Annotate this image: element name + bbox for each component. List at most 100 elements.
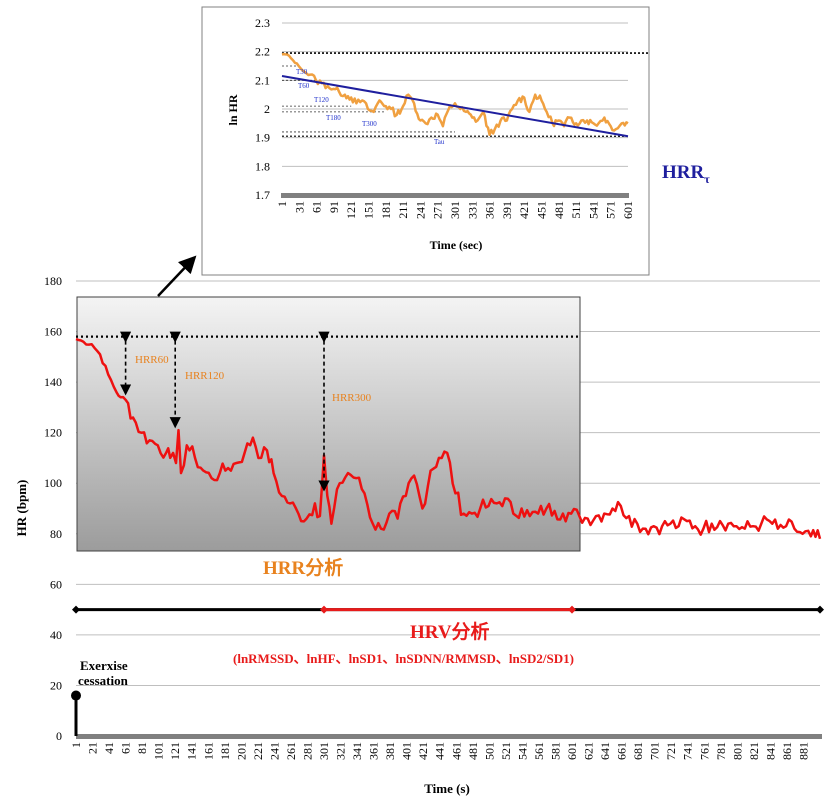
hrr-analysis-box	[76, 296, 581, 552]
inset-tau-fit-line	[281, 75, 629, 138]
inset-x-tick-label: 91	[327, 201, 341, 213]
hrr-arrows	[119, 331, 330, 492]
inset-x-tick-label: 511	[569, 201, 583, 219]
inset-gridlines	[282, 22, 628, 167]
main-x-tick-label: 561	[532, 742, 546, 760]
main-x-tick-label: 701	[648, 742, 662, 760]
main-y-tick-labels: 0 20 40 60 80 100 120 140 160 180	[44, 274, 62, 743]
inset-x-tick-label: 1	[275, 201, 289, 207]
main-y-tick-label: 20	[50, 678, 62, 692]
main-x-tick-label: 21	[86, 742, 100, 754]
timeline-diamond-marker	[568, 605, 576, 614]
main-y-tick-label: 40	[50, 628, 62, 642]
t300-label: T300	[362, 120, 377, 128]
hrv-analysis-label: HRV分析	[410, 620, 490, 643]
timeline-diamond-marker	[816, 605, 824, 614]
hrv-metrics-label: (lnRMSSD、lnHF、lnSD1、lnSDNN/RMMSD、lnSD2/S…	[233, 651, 574, 666]
main-y-tick-label: 100	[44, 476, 62, 490]
main-x-tick-label: 381	[383, 742, 397, 760]
main-x-tick-label: 1	[69, 742, 83, 748]
main-x-tick-label: 481	[466, 742, 480, 760]
hrr-tau-subscript: τ	[704, 172, 710, 186]
inset-x-axis-bar	[281, 193, 629, 198]
inset-x-tick-label: 61	[310, 201, 324, 213]
main-x-tick-label: 881	[796, 742, 810, 760]
inset-y-axis-title: ln HR	[226, 94, 240, 125]
main-x-tick-label: 461	[449, 742, 463, 760]
main-x-tick-label: 821	[747, 742, 761, 760]
inset-x-tick-label: 331	[465, 201, 479, 219]
inset-y-tick-label: 2.3	[255, 16, 270, 30]
main-x-tick-label: 721	[664, 742, 678, 760]
timeline-diamond-marker	[320, 605, 328, 614]
main-x-tick-label: 621	[582, 742, 596, 760]
inset-time-constant-lines	[282, 65, 524, 137]
inset-x-tick-label: 151	[362, 201, 376, 219]
inset-y-tick-label: 2.1	[255, 73, 270, 87]
main-x-tick-label: 141	[185, 742, 199, 760]
main-x-tick-label: 601	[565, 742, 579, 760]
inset-x-tick-label: 541	[586, 201, 600, 219]
cessation-marker	[71, 690, 81, 701]
t180-label: T180	[326, 114, 341, 122]
main-x-tick-label: 401	[400, 742, 414, 760]
hrr300-label: HRR300	[332, 392, 372, 404]
timeline-diamond-marker	[72, 605, 80, 614]
hrr-tau-main: HRR	[662, 162, 705, 183]
main-x-tick-label: 501	[482, 742, 496, 760]
main-y-tick-label: 140	[44, 375, 62, 389]
main-x-tick-label: 101	[152, 742, 166, 760]
main-x-tick-label: 541	[515, 742, 529, 760]
main-x-tick-label: 121	[168, 742, 182, 760]
hrr-analysis-label: HRR分析	[263, 556, 343, 579]
inset-x-tick-label: 451	[535, 201, 549, 219]
main-hr-series-line	[75, 337, 822, 540]
main-x-tick-label: 761	[697, 742, 711, 760]
hrr60-label: HRR60	[135, 354, 169, 366]
inset-y-tick-labels: 1.7 1.8 1.9 2 2.1 2.2 2.3	[255, 16, 270, 202]
main-y-axis-title: HR (bpm)	[14, 480, 29, 537]
inset-x-tick-label: 571	[604, 201, 618, 219]
inset-x-tick-label: 481	[552, 201, 566, 219]
inset-y-tick-label: 2.2	[255, 45, 270, 59]
inset-x-tick-label: 271	[431, 201, 445, 219]
inset-x-tick-label: 211	[396, 201, 410, 219]
hrr-tau-label: HRRτ	[662, 162, 710, 186]
inset-x-tick-label: 31	[292, 201, 306, 213]
main-x-tick-label: 281	[300, 742, 314, 760]
main-x-tick-label: 241	[267, 742, 281, 760]
main-x-tick-label: 361	[367, 742, 381, 760]
main-x-tick-label: 441	[433, 742, 447, 760]
inset-x-tick-labels: 1 31 61 91 121 151 181 211 241 271 301 331 361 391 421…	[275, 201, 635, 219]
inset-x-tick-label: 181	[379, 201, 393, 219]
main-x-tick-label: 321	[334, 742, 348, 760]
main-x-tick-label: 201	[234, 742, 248, 760]
timeline-markers	[72, 605, 824, 614]
inset-connector-arrow	[157, 255, 197, 297]
inset-x-tick-label: 121	[344, 201, 358, 219]
main-x-tick-label: 221	[251, 742, 265, 760]
main-x-axis-title: Time (s)	[424, 781, 470, 796]
inset-lnhr-chart: 1.71.81.922.12.22.3 1 31 61 91 121 151 181 211 2…	[201, 6, 650, 276]
main-x-tick-label: 801	[730, 742, 744, 760]
main-x-tick-label: 41	[102, 742, 116, 754]
tau-label: Tau	[434, 138, 445, 146]
main-x-tick-label: 81	[135, 742, 149, 754]
inset-x-tick-label: 601	[621, 201, 635, 219]
exercise-cessation-label: Exerxise	[80, 658, 128, 673]
inset-y-tick-label: 1.7	[255, 188, 270, 202]
main-x-tick-label: 521	[499, 742, 513, 760]
exercise-cessation-label-2: cessation	[78, 673, 129, 688]
main-x-tick-label: 261	[284, 742, 298, 760]
main-x-tick-label: 181	[218, 742, 232, 760]
main-x-tick-label: 841	[763, 742, 777, 760]
t60-label: T60	[298, 82, 310, 90]
main-x-tick-label: 421	[416, 742, 430, 760]
inset-x-tick-label: 241	[413, 201, 427, 219]
main-x-tick-label: 581	[548, 742, 562, 760]
main-x-tick-label: 161	[201, 742, 215, 760]
inset-x-tick-label: 361	[483, 201, 497, 219]
main-x-tick-label: 781	[714, 742, 728, 760]
